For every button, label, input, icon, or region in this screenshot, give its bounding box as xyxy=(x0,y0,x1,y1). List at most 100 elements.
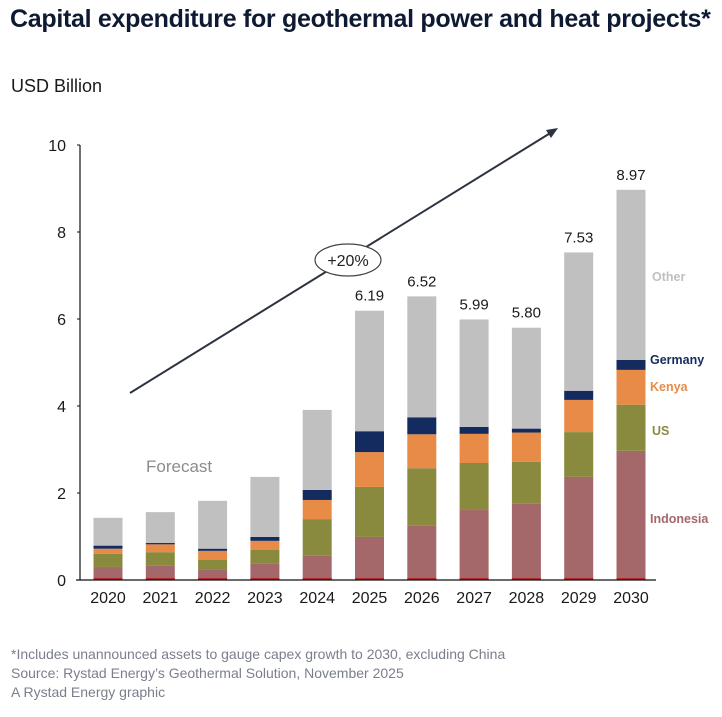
bar-segment-us-2020 xyxy=(93,553,123,567)
bar-segment-kenya-2028 xyxy=(511,432,541,462)
bar-segment-other-2025 xyxy=(355,310,384,432)
bar-base-2025 xyxy=(355,578,384,580)
legend-label-germany: Germany xyxy=(650,353,704,367)
bar-segment-us-2029 xyxy=(564,432,594,477)
bar-segment-us-2030 xyxy=(616,404,646,451)
bar-base-2024 xyxy=(302,578,332,580)
bar-base-2026 xyxy=(407,578,437,580)
bar-segment-other-2023 xyxy=(250,476,280,537)
x-tick-label: 2022 xyxy=(195,590,231,607)
bar-base-2022 xyxy=(198,578,228,580)
bar-segment-kenya-2022 xyxy=(198,550,228,560)
bar-segment-germany-2022 xyxy=(198,548,228,551)
bar-segment-us-2023 xyxy=(250,549,280,564)
bar-segment-other-2024 xyxy=(302,409,332,490)
bar-segment-germany-2028 xyxy=(511,428,541,433)
bar-segment-kenya-2026 xyxy=(407,434,437,469)
bar-base-2023 xyxy=(250,578,280,580)
legend-label-us: US xyxy=(652,424,669,438)
growth-arrow-head xyxy=(546,128,558,138)
bar-segment-kenya-2027 xyxy=(459,433,489,463)
bar-segment-indonesia-2024 xyxy=(302,555,332,580)
bar-segment-us-2024 xyxy=(302,519,332,556)
bar-segment-other-2029 xyxy=(564,252,594,391)
bar-segment-kenya-2029 xyxy=(564,399,594,433)
legend-label-indonesia: Indonesia xyxy=(650,512,709,526)
bar-segment-us-2026 xyxy=(407,468,437,526)
legend-label-other: Other xyxy=(652,270,685,284)
bar-segment-other-2021 xyxy=(145,512,175,544)
bar-base-2021 xyxy=(145,578,175,580)
chart-subtitle: USD Billion xyxy=(11,76,103,96)
y-tick-label: 0 xyxy=(57,573,66,590)
bar-segment-kenya-2025 xyxy=(355,452,384,487)
bar-segment-indonesia-2021 xyxy=(145,565,175,580)
y-tick-label: 10 xyxy=(48,138,66,155)
bar-segment-other-2027 xyxy=(459,319,489,427)
bar-segment-indonesia-2026 xyxy=(407,525,437,580)
forecast-label: Forecast xyxy=(146,457,212,476)
x-tick-label: 2029 xyxy=(561,590,597,607)
bar-segment-indonesia-2027 xyxy=(459,509,489,580)
bar-segment-us-2025 xyxy=(355,486,384,537)
bar-segment-indonesia-2022 xyxy=(198,569,228,580)
x-tick-label: 2030 xyxy=(613,590,649,607)
bar-segment-germany-2020 xyxy=(93,545,123,549)
growth-label: +20% xyxy=(327,253,368,270)
bar-segment-indonesia-2030 xyxy=(616,450,646,580)
growth-label-bubble xyxy=(314,243,382,277)
source-note: Source: Rystad Energy’s Geothermal Solut… xyxy=(11,665,404,681)
credit-note: A Rystad Energy graphic xyxy=(11,684,166,700)
bar-segment-germany-2023 xyxy=(250,536,280,541)
y-tick-label: 4 xyxy=(57,399,66,416)
x-tick-label: 2028 xyxy=(509,590,545,607)
bar-total-label: 5.99 xyxy=(459,296,488,313)
bar-segment-kenya-2020 xyxy=(93,548,123,554)
bar-total-label: 7.53 xyxy=(564,229,593,246)
bar-segment-germany-2024 xyxy=(302,489,332,500)
bar-segment-germany-2021 xyxy=(145,543,175,545)
bar-segment-kenya-2024 xyxy=(302,499,332,520)
bar-segment-other-2020 xyxy=(93,517,123,546)
bar-segment-indonesia-2020 xyxy=(93,566,123,580)
bar-segment-us-2027 xyxy=(459,462,489,510)
bar-segment-us-2022 xyxy=(198,559,228,570)
bar-base-2029 xyxy=(564,578,594,580)
x-tick-label: 2027 xyxy=(456,590,492,607)
bar-segment-indonesia-2028 xyxy=(511,503,541,580)
bar-segment-other-2026 xyxy=(407,296,437,418)
footer: *Includes unannounced assets to gauge ca… xyxy=(11,645,505,702)
y-tick-label: 2 xyxy=(57,486,66,503)
bar-segment-germany-2026 xyxy=(407,417,437,435)
bar-segment-indonesia-2029 xyxy=(564,476,594,580)
bar-segment-us-2021 xyxy=(145,552,175,566)
bar-base-2020 xyxy=(93,578,123,580)
bar-segment-kenya-2023 xyxy=(250,540,280,550)
bar-base-2027 xyxy=(459,578,489,580)
bar-segment-germany-2027 xyxy=(459,426,489,434)
bar-total-label: 6.52 xyxy=(407,273,436,290)
y-tick-label: 6 xyxy=(57,312,66,329)
labels-group: 2020 2021 2022 2023 2024 2025 6.19 2026 6.52 2027… xyxy=(48,138,709,607)
y-tick-label: 8 xyxy=(57,225,66,242)
bar-segment-other-2030 xyxy=(616,189,646,360)
bar-total-label: 5.80 xyxy=(512,305,541,322)
x-tick-label: 2026 xyxy=(404,590,440,607)
bar-segment-us-2028 xyxy=(511,461,541,504)
bar-segment-kenya-2021 xyxy=(145,544,175,553)
bar-segment-germany-2029 xyxy=(564,390,594,400)
chart-title: Capital expenditure for geothermal power… xyxy=(10,5,711,33)
x-tick-label: 2024 xyxy=(299,590,335,607)
x-tick-label: 2020 xyxy=(90,590,126,607)
x-tick-label: 2023 xyxy=(247,590,283,607)
bar-segment-germany-2025 xyxy=(355,431,384,453)
footnote: *Includes unannounced assets to gauge ca… xyxy=(11,646,506,662)
bar-segment-kenya-2030 xyxy=(616,369,646,405)
bar-base-2030 xyxy=(616,578,646,580)
x-tick-label: 2021 xyxy=(143,590,179,607)
axes-group xyxy=(76,144,656,581)
annotations-group: +20% Forecast xyxy=(129,128,558,476)
bar-segment-indonesia-2025 xyxy=(355,536,384,580)
bar-segment-indonesia-2023 xyxy=(250,563,280,580)
